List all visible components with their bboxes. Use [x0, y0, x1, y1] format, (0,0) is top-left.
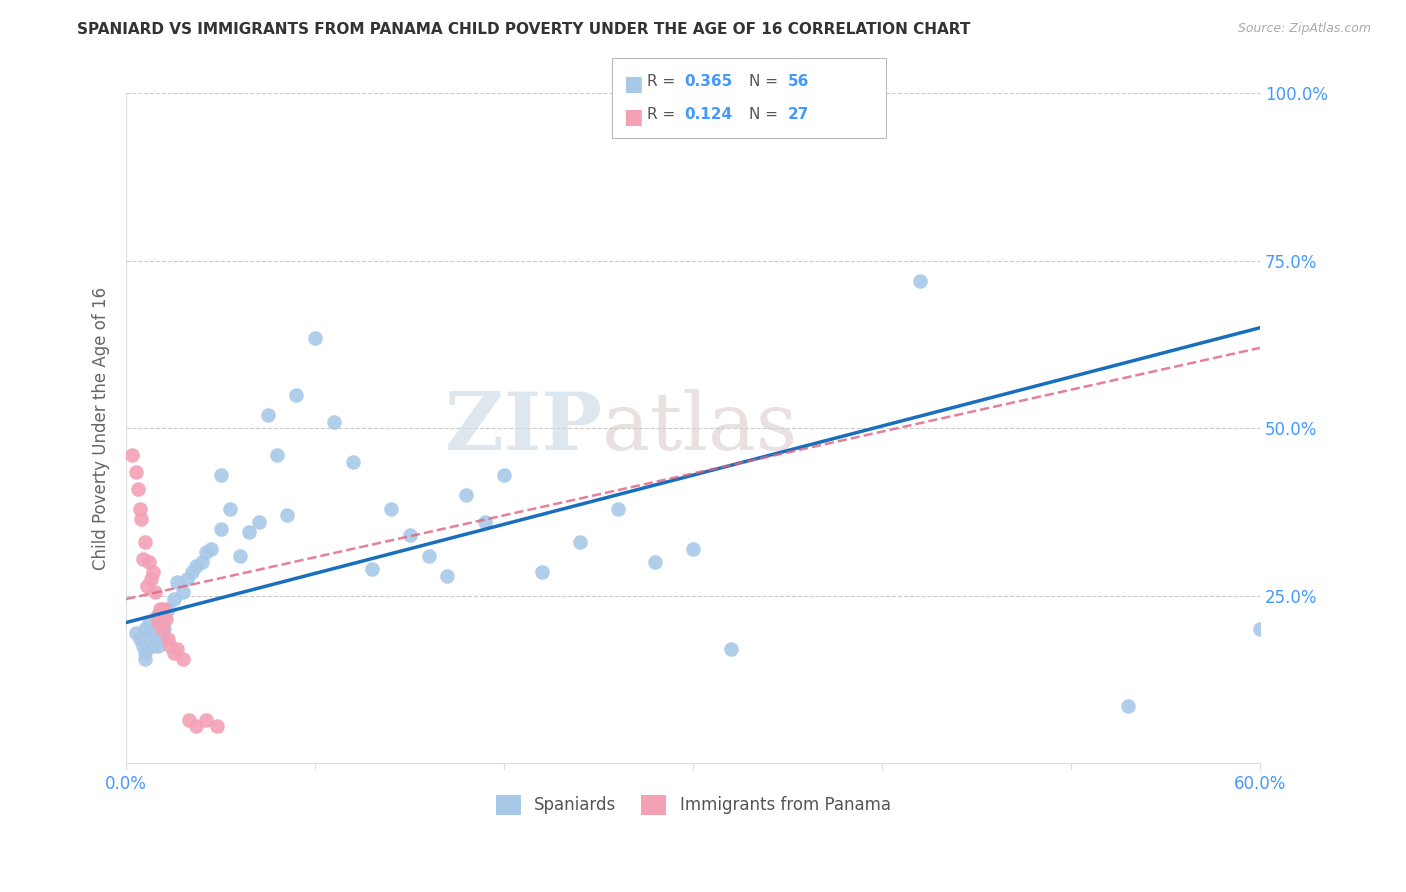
Point [139, 625, 162, 640]
Point [380, 501, 402, 516]
Point [494, 468, 516, 483]
Text: 56: 56 [787, 74, 808, 89]
Point [156, 632, 179, 647]
Point [186, 719, 208, 733]
Text: ZIP: ZIP [446, 389, 602, 467]
Point [149, 606, 172, 620]
Point [131, 511, 153, 525]
Point [162, 646, 184, 660]
Point [138, 615, 160, 630]
Point [156, 602, 179, 616]
Point [125, 625, 148, 640]
Point [474, 515, 496, 529]
Point [134, 652, 156, 666]
Point [219, 501, 242, 516]
Text: ■: ■ [623, 107, 643, 127]
Point [200, 541, 222, 556]
Point [138, 555, 160, 569]
Point [150, 632, 173, 647]
Point [172, 585, 194, 599]
Point [205, 719, 228, 733]
Point [238, 524, 260, 539]
Point [159, 639, 181, 653]
Text: ■: ■ [623, 74, 643, 94]
Text: 0.365: 0.365 [685, 74, 733, 89]
Text: 27: 27 [787, 107, 808, 122]
Point [194, 545, 217, 559]
Point [125, 465, 148, 479]
Point [247, 515, 270, 529]
Point [148, 639, 170, 653]
Point [155, 612, 177, 626]
Point [176, 572, 198, 586]
Point [162, 592, 184, 607]
Point [142, 566, 165, 580]
Point [121, 448, 143, 462]
Point [153, 612, 176, 626]
Point [257, 408, 280, 422]
Point [134, 622, 156, 636]
Point [191, 555, 214, 569]
Point [166, 642, 188, 657]
Text: R =: R = [647, 107, 675, 122]
Y-axis label: Child Poverty Under the Age of 16: Child Poverty Under the Age of 16 [93, 286, 110, 570]
Point [285, 388, 308, 402]
Point [398, 528, 420, 542]
Point [142, 639, 165, 653]
Point [720, 642, 742, 657]
Point [682, 541, 704, 556]
Point [209, 468, 232, 483]
Point [132, 552, 155, 566]
Text: SPANIARD VS IMMIGRANTS FROM PANAMA CHILD POVERTY UNDER THE AGE OF 16 CORRELATION: SPANIARD VS IMMIGRANTS FROM PANAMA CHILD… [77, 22, 970, 37]
Legend: Spaniards, Immigrants from Panama: Spaniards, Immigrants from Panama [489, 789, 897, 822]
Point [266, 448, 288, 462]
Point [1116, 699, 1139, 714]
Point [606, 501, 628, 516]
Point [456, 488, 478, 502]
Point [209, 522, 232, 536]
Text: Source: ZipAtlas.com: Source: ZipAtlas.com [1237, 22, 1371, 36]
Point [134, 535, 156, 549]
Point [177, 713, 200, 727]
Text: 0.124: 0.124 [685, 107, 733, 122]
Point [128, 632, 150, 647]
Point [418, 549, 440, 563]
Point [145, 608, 167, 623]
Point [276, 508, 298, 523]
Point [153, 602, 176, 616]
Point [134, 646, 156, 660]
Point [530, 566, 553, 580]
Point [166, 575, 188, 590]
Text: N =: N = [749, 107, 779, 122]
Point [145, 625, 167, 640]
Point [361, 562, 384, 576]
Text: atlas: atlas [602, 389, 797, 467]
Point [908, 274, 931, 288]
Point [568, 535, 591, 549]
Point [186, 558, 208, 573]
Point [172, 652, 194, 666]
Point [323, 415, 346, 429]
Point [342, 455, 364, 469]
Point [143, 632, 166, 647]
Point [139, 572, 162, 586]
Point [194, 713, 217, 727]
Point [128, 501, 150, 516]
Point [127, 482, 149, 496]
Point [228, 549, 250, 563]
Point [153, 622, 176, 636]
Point [150, 622, 173, 636]
Point [644, 555, 666, 569]
Point [1249, 622, 1271, 636]
Point [148, 615, 170, 630]
Point [143, 585, 166, 599]
Point [132, 639, 155, 653]
Point [136, 579, 159, 593]
Point [436, 568, 458, 582]
Text: N =: N = [749, 74, 779, 89]
Point [149, 602, 172, 616]
Point [304, 331, 326, 345]
Point [181, 566, 204, 580]
Text: R =: R = [647, 74, 675, 89]
